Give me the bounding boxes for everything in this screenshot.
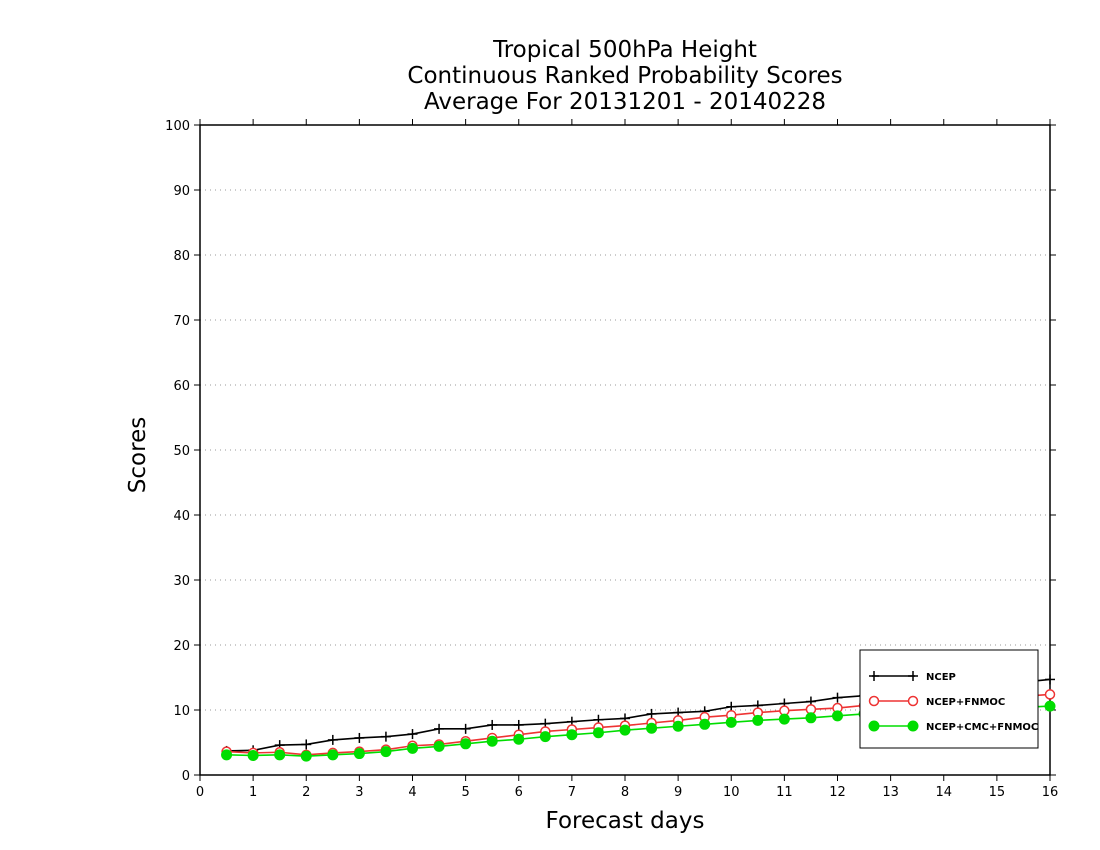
data-point (487, 719, 498, 730)
y-tick-label: 30 (173, 574, 190, 589)
data-point (513, 733, 525, 745)
y-tick-label: 100 (165, 119, 190, 134)
data-point (407, 729, 418, 740)
y-tick-label: 40 (173, 509, 190, 524)
x-tick-label: 13 (882, 785, 899, 800)
data-point (486, 735, 498, 747)
x-tick-label: 15 (989, 785, 1006, 800)
x-tick-label: 11 (776, 785, 793, 800)
data-point (354, 732, 365, 743)
data-point (460, 723, 471, 734)
legend-marker (907, 695, 919, 707)
y-axis-label: Scores (125, 416, 151, 494)
data-point (274, 749, 286, 761)
data-point (752, 714, 764, 726)
data-point (380, 731, 391, 742)
legend-marker (868, 720, 880, 732)
x-tick-label: 4 (408, 785, 416, 800)
data-point (380, 746, 392, 758)
data-point (1044, 689, 1056, 700)
legend-marker (908, 671, 918, 681)
data-point (619, 724, 631, 736)
x-tick-label: 1 (249, 785, 257, 800)
x-tick-label: 8 (621, 785, 629, 800)
data-point (832, 692, 843, 703)
x-tick-label: 7 (568, 785, 576, 800)
x-tick-label: 9 (674, 785, 682, 800)
x-tick-label: 10 (723, 785, 740, 800)
legend-marker (869, 671, 879, 681)
legend-marker (868, 695, 880, 707)
data-point (301, 739, 312, 750)
y-tick-label: 90 (173, 184, 190, 199)
data-point (247, 750, 259, 761)
data-point (699, 718, 711, 730)
y-tick-label: 70 (173, 314, 190, 329)
x-tick-label: 0 (196, 785, 204, 800)
legend-marker (907, 720, 919, 732)
legend: NCEP NCEP+FNMOC NCEP+CMC+FNMOC (859, 649, 1039, 749)
x-tick-label: 3 (355, 785, 363, 800)
x-axis-label: Forecast days (545, 808, 705, 834)
data-point (460, 738, 472, 750)
data-point (592, 727, 604, 739)
x-tick-label: 2 (302, 785, 310, 800)
data-point (672, 720, 684, 732)
data-point (566, 729, 578, 741)
legend-label: NCEP+FNMOC (926, 697, 1005, 708)
data-point (832, 710, 843, 722)
data-point (407, 742, 418, 754)
y-tick-label: 0 (182, 769, 190, 784)
data-point (805, 712, 817, 724)
data-point (539, 731, 551, 743)
y-tick-label: 50 (173, 444, 190, 459)
data-point (646, 708, 657, 719)
data-point (221, 749, 233, 761)
chart-title-line-1: Tropical 500hPa Height (493, 37, 757, 63)
data-point (646, 722, 658, 734)
data-point (1044, 700, 1056, 712)
legend-label: NCEP (926, 672, 956, 683)
y-tick-label: 80 (173, 249, 190, 264)
data-point (434, 723, 445, 734)
data-point (725, 716, 737, 728)
y-tick-label: 10 (173, 704, 190, 719)
x-tick-label: 14 (935, 785, 952, 800)
x-tick-label: 12 (829, 785, 846, 800)
chart-title-line-2: Continuous Ranked Probability Scores (407, 63, 843, 89)
data-point (433, 740, 445, 752)
y-tick-label: 60 (173, 379, 190, 394)
data-point (778, 713, 790, 725)
x-tick-label: 5 (461, 785, 469, 800)
data-point (327, 734, 338, 745)
data-point (300, 750, 312, 762)
data-point (327, 749, 339, 761)
grid (200, 189, 1050, 711)
data-point (1045, 674, 1055, 685)
chart-title-line-3: Average For 20131201 - 20140228 (423, 89, 827, 115)
legend-label: NCEP+CMC+FNMOC (926, 722, 1038, 733)
y-tick-label: 20 (173, 639, 190, 654)
legend-box (859, 649, 1039, 749)
x-tick-label: 6 (515, 785, 523, 800)
x-tick-label: 16 (1042, 785, 1059, 800)
data-point (353, 748, 365, 760)
data-point (513, 719, 524, 730)
